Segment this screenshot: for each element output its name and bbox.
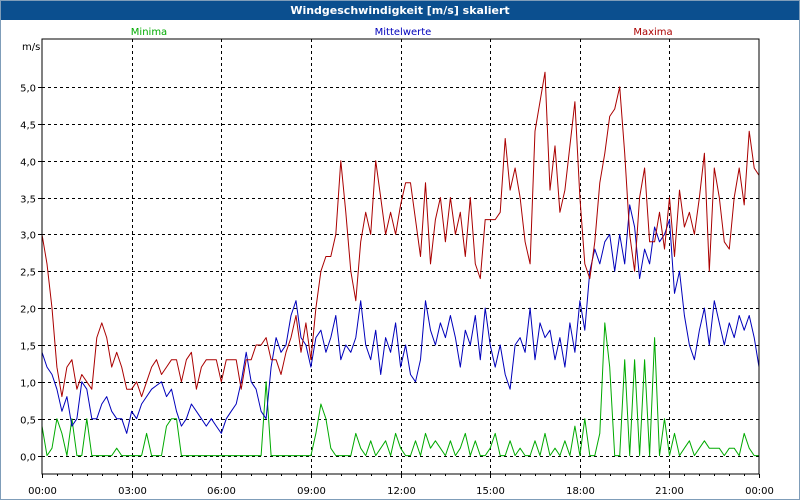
y-tick-label: 0,5	[20, 416, 36, 427]
window-title: Windgeschwindigkeit [m/s] skaliert	[1, 1, 799, 20]
x-tick-time: 18:00	[566, 486, 595, 497]
x-tick-time: 15:00	[476, 486, 505, 497]
y-tick-label: 4,5	[20, 121, 36, 132]
legend-item-mittelwerte: Mittelwerte	[375, 27, 432, 38]
y-tick-label: 3,0	[20, 231, 36, 242]
plot-frame	[41, 38, 760, 475]
series-line-mittelwerte	[41, 204, 760, 434]
y-tick-label: 3,5	[20, 195, 36, 206]
x-tick-time: 21:00	[655, 486, 684, 497]
x-tick-time: 06:00	[207, 486, 236, 497]
legend: Minima Mittelwerte Maxima	[131, 27, 673, 38]
x-tick-time: 12:00	[387, 486, 416, 497]
x-tick-time: 00:00	[28, 486, 57, 497]
y-tick-label: 2,0	[20, 305, 36, 316]
y-tick-label: 0,0	[20, 453, 36, 464]
grid-lines	[42, 39, 759, 474]
y-tick-label: 1,5	[20, 342, 36, 353]
legend-item-minima: Minima	[131, 27, 167, 38]
y-axis-label: m/s	[22, 42, 40, 53]
y-tick-label: 4,0	[20, 158, 36, 169]
plot-background	[42, 39, 759, 474]
y-axis: 0,0 0,5 1,0 1,5 2,0 2,5 3,0 3,5 4,0 4,5 5,0	[20, 84, 42, 464]
y-tick-label: 1,0	[20, 379, 36, 390]
x-axis: 00:0020.04.1603:0020.04.1606:0020.04.160…	[28, 474, 774, 497]
series-line-minima	[41, 322, 760, 457]
x-tick-time: 09:00	[297, 486, 326, 497]
y-tick-label: 2,5	[20, 268, 36, 279]
y-tick-label: 5,0	[20, 84, 36, 95]
x-tick-time: 00:00	[745, 486, 774, 497]
wind-speed-chart: 0,00,51,01,52,02,53,03,54,04,55,0 00:002…	[20, 27, 774, 497]
legend-item-maxima: Maxima	[633, 27, 672, 38]
x-tick-time: 03:00	[118, 486, 147, 497]
